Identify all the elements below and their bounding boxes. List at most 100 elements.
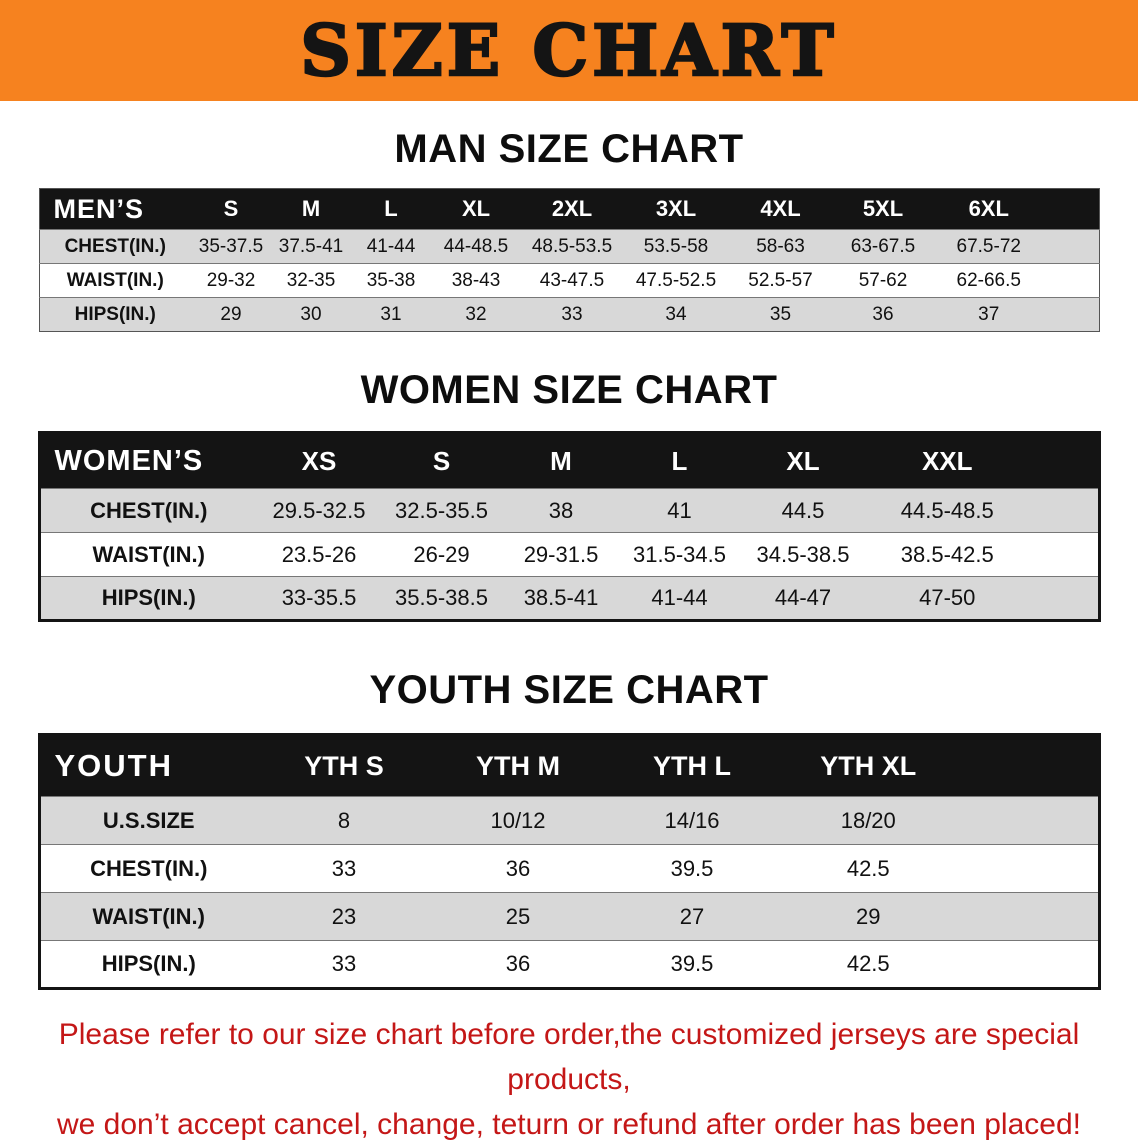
table-cell: 44-47 [774,585,832,610]
table-cell: 31 [380,303,402,325]
table-cell: 39.5 [670,951,714,976]
table-cell: 62-66.5 [956,269,1021,291]
column-header: YTH M [476,750,560,781]
youth-section-heading: YOUTH SIZE CHART [369,668,769,712]
column-header: 3XL [655,196,697,221]
table-cell: 35-38 [366,269,416,291]
table-row: HIPS(IN.) 33-35.5 35.5-38.5 38.5-41 41-4… [39,576,1099,621]
table-cell: 25 [505,903,531,929]
women-size-table: WOMEN’S XS S M L XL XXL CHEST(IN.) 29.5-… [37,431,1101,622]
table-cell: 31.5-34.5 [633,541,726,567]
table-cell: 18/20 [840,807,896,833]
column-header: XS [301,445,337,476]
table-row: WAIST(IN.) 23 25 27 29 [39,892,1099,941]
men-section-heading: MAN SIZE CHART [394,127,744,171]
column-header: M [550,445,572,476]
row-label: HIPS(IN.) [74,303,156,325]
row-label: CHEST(IN.) [90,855,208,881]
table-row: HIPS(IN.) 29 30 31 32 33 34 35 36 37 [39,297,1099,332]
table-cell: 29 [856,903,881,929]
table-cell: 42.5 [846,951,890,976]
size-chart-banner: SIZE CHART [0,0,1138,101]
table-cell: 39.5 [670,855,714,881]
table-cell: 23 [331,903,357,929]
table-cell: 58-63 [756,235,805,257]
table-header-row: MEN’S S M L XL 2XL 3XL 4XL 5XL 6XL [39,188,1099,230]
table-cell: 30 [300,303,322,325]
table-cell: 63-67.5 [850,235,916,257]
table-cell: 14/16 [664,807,720,833]
men-size-table: MEN’S S M L XL 2XL 3XL 4XL 5XL 6XL CHEST… [38,188,1100,332]
column-header: M [301,196,321,221]
row-label: HIPS(IN.) [101,951,196,976]
table-cell: 33-35.5 [281,585,357,610]
table-row: HIPS(IN.) 33 36 39.5 42.5 [39,940,1099,989]
table-row: CHEST(IN.) 35-37.5 37.5-41 41-44 44-48.5… [39,229,1099,264]
table-cell: 52.5-57 [748,269,813,291]
table-corner-label: WOMEN’S [54,444,204,477]
column-header: YTH S [304,750,384,781]
table-cell: 34 [665,303,687,325]
column-header: L [671,445,688,476]
table-cell: 29-32 [206,269,256,291]
row-label: CHEST(IN.) [64,235,166,257]
table-cell: 41 [667,497,692,523]
row-label: WAIST(IN.) [66,269,164,291]
table-cell: 32.5-35.5 [395,497,488,523]
table-cell: 57-62 [858,269,908,291]
table-cell: 36 [872,303,894,325]
column-header: 4XL [760,196,801,221]
table-row: WAIST(IN.) 23.5-26 26-29 29-31.5 31.5-34… [39,532,1099,577]
column-header: S [223,196,239,221]
column-header: 6XL [968,196,1009,221]
table-cell: 29-31.5 [523,541,599,567]
table-cell: 10/12 [490,807,546,833]
table-cell: 33 [331,951,357,976]
table-cell: 41-44 [651,585,708,610]
column-header: 2XL [551,196,593,221]
table-cell: 41-44 [366,235,416,257]
table-corner-label: YOUTH [54,748,173,783]
table-row: CHEST(IN.) 33 36 39.5 42.5 [39,844,1099,893]
table-cell: 67.5-72 [956,235,1021,257]
table-cell: 33 [561,303,583,325]
table-cell: 37 [978,303,1000,325]
table-cell: 26-29 [413,541,470,567]
table-cell: 48.5-53.5 [531,235,613,257]
table-cell: 38.5-42.5 [900,541,994,567]
table-cell: 29 [220,303,242,325]
table-corner-label: MEN’S [53,193,145,224]
table-cell: 27 [679,903,705,929]
table-cell: 38.5-41 [523,585,599,610]
table-header-row: WOMEN’S XS S M L XL XXL [39,432,1099,489]
row-label: WAIST(IN.) [92,541,205,567]
column-header: L [384,196,398,221]
table-row: CHEST(IN.) 29.5-32.5 32.5-35.5 38 41 44.… [39,488,1099,533]
page-title: SIZE CHART [299,8,838,92]
table-cell: 36 [505,855,531,881]
table-row: WAIST(IN.) 29-32 32-35 35-38 38-43 43-47… [39,263,1099,298]
table-cell: 38-43 [451,269,501,291]
table-cell: 36 [505,951,531,976]
row-label: WAIST(IN.) [92,903,205,929]
table-cell: 23.5-26 [281,541,357,567]
table-cell: 38 [548,497,574,523]
table-cell: 47-50 [919,585,976,610]
disclaimer-text: Please refer to our size chart before or… [0,1012,1138,1147]
table-cell: 53.5-58 [643,235,709,257]
table-cell: 33 [331,855,357,881]
table-cell: 43-47.5 [539,269,605,291]
youth-size-table: YOUTH YTH S YTH M YTH L YTH XL U.S.SIZE … [37,733,1101,990]
table-cell: 44.5 [781,497,825,523]
column-header: XL [786,445,820,476]
table-cell: 34.5-38.5 [756,541,850,567]
column-header: XXL [921,445,973,476]
column-header: YTH L [653,750,731,781]
row-label: U.S.SIZE [102,807,195,833]
table-cell: 32-35 [286,269,336,291]
column-header: 5XL [862,196,904,221]
table-cell: 44.5-48.5 [900,497,994,523]
table-cell: 32 [465,303,487,325]
column-header: XL [461,196,491,221]
table-cell: 35.5-38.5 [395,585,488,610]
